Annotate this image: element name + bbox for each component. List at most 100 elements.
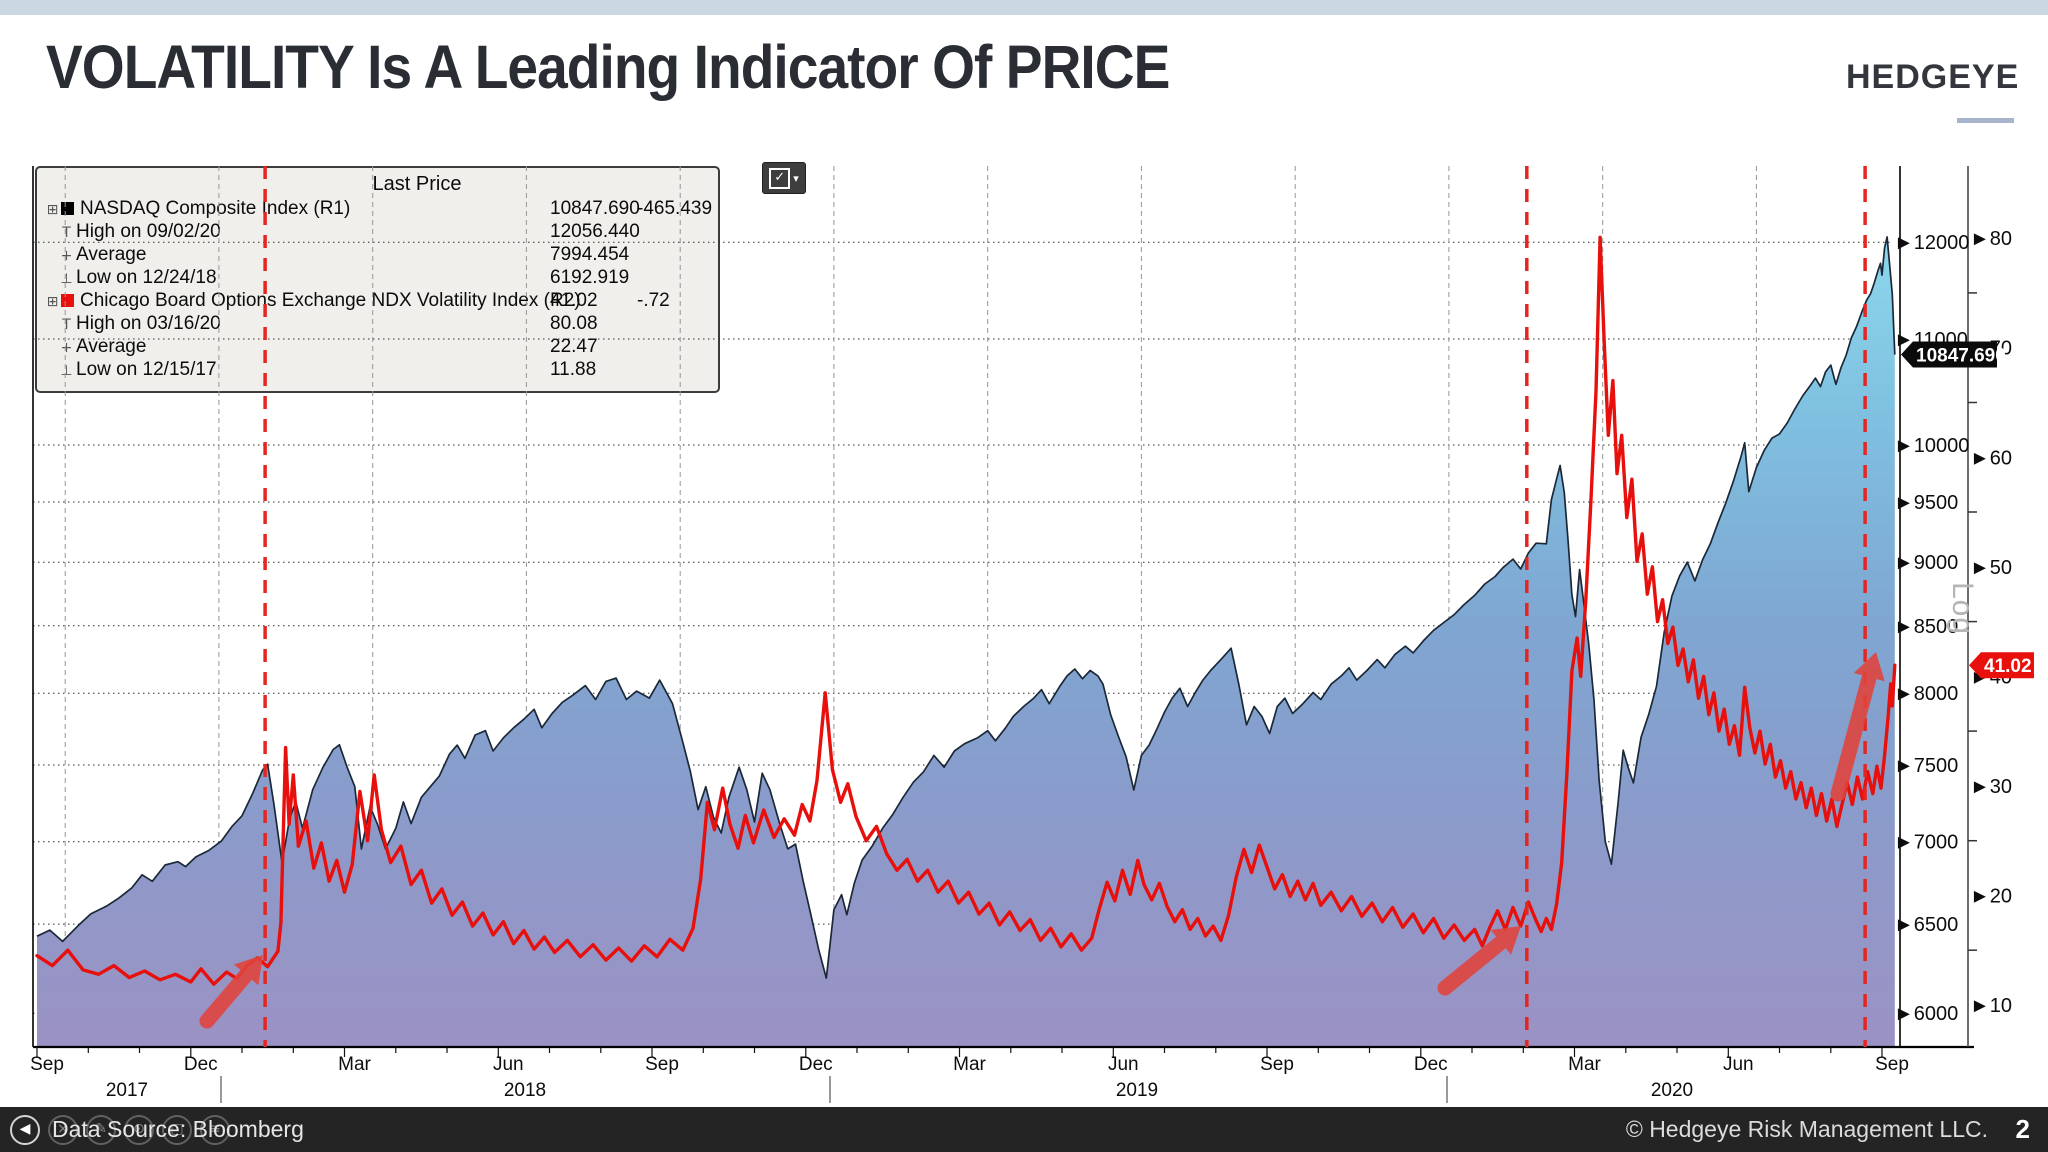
legend-row[interactable]: + Average 22.47 xyxy=(37,335,718,358)
svg-text:►80: ►80 xyxy=(1970,228,2012,250)
svg-text:►9000: ►9000 xyxy=(1894,552,1958,574)
series-swatch xyxy=(61,294,74,307)
svg-text:►12000: ►12000 xyxy=(1894,232,1969,254)
page-number: 2 xyxy=(2015,1114,2030,1144)
legend-label: Average xyxy=(76,244,147,265)
svg-text:Dec: Dec xyxy=(184,1054,218,1075)
legend-value: 7994.454 xyxy=(550,244,630,265)
tree-icon: + xyxy=(60,248,73,264)
svg-text:►9500: ►9500 xyxy=(1894,492,1958,514)
svg-text:Jun: Jun xyxy=(493,1054,524,1075)
svg-text:►7000: ►7000 xyxy=(1894,832,1958,854)
svg-text:►20: ►20 xyxy=(1970,886,2012,908)
logo-underline-bar xyxy=(1957,118,2014,123)
svg-text:Dec: Dec xyxy=(1414,1054,1448,1075)
svg-text:2019: 2019 xyxy=(1116,1080,1158,1101)
legend-value: 80.08 xyxy=(550,313,598,334)
window-icon[interactable]: ▢ xyxy=(162,1115,192,1145)
legend-label: Chicago Board Options Exchange NDX Volat… xyxy=(80,290,581,311)
legend-row[interactable]: ⊥ Low on 12/15/17 11.88 xyxy=(37,358,718,381)
legend-label: Low on 12/15/17 xyxy=(76,359,217,380)
tree-icon: + xyxy=(60,340,73,356)
svg-text:2018: 2018 xyxy=(504,1080,546,1101)
svg-text:►6500: ►6500 xyxy=(1894,914,1958,936)
legend-value: 6192.919 xyxy=(550,267,630,288)
svg-text:Dec: Dec xyxy=(799,1054,833,1075)
chart-settings-button[interactable]: ✓ ▾ xyxy=(762,162,806,194)
tree-icon: T xyxy=(62,225,71,241)
tree-icon: ⊥ xyxy=(60,363,73,379)
legend-row[interactable]: + Average 7994.454 xyxy=(37,243,718,266)
last-price-tag: 10847.690 xyxy=(1901,341,2006,368)
svg-text:2020: 2020 xyxy=(1651,1080,1693,1101)
last-price-tag: 41.02 xyxy=(1969,652,2034,679)
svg-text:►60: ►60 xyxy=(1970,447,2012,469)
legend-value: 11.88 xyxy=(550,359,597,380)
svg-text:Sep: Sep xyxy=(1260,1054,1294,1075)
close-icon[interactable]: × xyxy=(48,1115,78,1145)
edit-icon[interactable]: ✎ xyxy=(86,1115,116,1145)
legend-row[interactable]: ⊞ NASDAQ Composite Index (R1) 10847.690 -46… xyxy=(37,197,718,220)
svg-text:►10000: ►10000 xyxy=(1894,435,1969,457)
r2-axis-labels: ►80 ►70 ►60 ►50 ►40 ►30 ►20 ►10 xyxy=(1968,228,2012,1017)
svg-text:Mar: Mar xyxy=(1568,1054,1601,1075)
top-accent-strip xyxy=(0,0,2048,15)
svg-text:►6000: ►6000 xyxy=(1894,1003,1958,1025)
legend-label: High on 09/02/20 xyxy=(76,221,221,242)
tree-icon: ⊞ xyxy=(46,202,59,218)
svg-text:►50: ►50 xyxy=(1970,557,2012,579)
hedgeye-logo: HEDGEYE xyxy=(1846,58,2020,123)
legend-value: 41.02 xyxy=(550,290,598,311)
tree-icon: T xyxy=(62,317,71,333)
legend-label: Average xyxy=(76,336,147,357)
svg-text:Jun: Jun xyxy=(1108,1054,1139,1075)
series-swatch xyxy=(61,202,74,215)
annotation-arrow xyxy=(199,955,263,1029)
legend-label: Low on 12/24/18 xyxy=(76,267,217,288)
chart-type-icon: ✓ xyxy=(769,167,791,189)
legend-value: 12056.440 xyxy=(550,221,640,242)
annotation-arrow xyxy=(1830,652,1885,802)
log-scale-label: Log xyxy=(1946,582,1979,635)
svg-text:►7500: ►7500 xyxy=(1894,755,1958,777)
x-axis-labels: Sep Dec Mar Jun Sep Dec Mar Jun Sep Dec Mar Jun Sep 2… xyxy=(30,1054,1909,1103)
legend-row[interactable]: ⊞ Chicago Board Options Exchange NDX Vola… xyxy=(37,289,718,312)
hedgeye-logo-text: HEDGEYE xyxy=(1846,58,2020,96)
legend-rows: ⊞ NASDAQ Composite Index (R1) 10847.690 -46… xyxy=(37,197,718,381)
svg-text:Jun: Jun xyxy=(1723,1054,1754,1075)
footer-bar: ◀ × ✎ ⊙ ▢ ≡ Data Source: Bloomberg © Hedgeye … xyxy=(0,1107,2048,1152)
legend-row[interactable]: T High on 03/16/20 80.08 xyxy=(37,312,718,335)
menu-icon[interactable]: ≡ xyxy=(200,1115,230,1145)
svg-text:►10: ►10 xyxy=(1970,995,2012,1017)
chart-legend: Last Price ⊞ NASDAQ Composite Index (R1) 1… xyxy=(35,166,720,393)
data-source-label: Data Source: Bloomberg xyxy=(52,1116,304,1142)
r1-axis-labels: ►12000 ►11000 ►10000 ►9500 ►9000 ►8500 ►8000 ►7… xyxy=(1894,232,1969,1025)
svg-text:41.02: 41.02 xyxy=(1984,656,2032,677)
svg-text:►8500: ►8500 xyxy=(1894,616,1958,638)
legend-row[interactable]: ⊥ Low on 12/24/18 6192.919 xyxy=(37,266,718,289)
svg-text:►11000: ►11000 xyxy=(1894,329,1968,351)
legend-value: 22.47 xyxy=(550,336,598,357)
page-title: VOLATILITY Is A Leading Indicator Of PRI… xyxy=(46,33,1170,102)
legend-change: -465.439 xyxy=(637,198,713,219)
search-icon[interactable]: ⊙ xyxy=(124,1115,154,1145)
annotation-arrow xyxy=(1437,926,1521,996)
legend-row[interactable]: T High on 09/02/20 12056.440 xyxy=(37,220,718,243)
legend-label: NASDAQ Composite Index (R1) xyxy=(80,198,351,219)
x-axis-ticks xyxy=(36,1047,1883,1057)
legend-header: Last Price xyxy=(372,173,462,195)
svg-text:Mar: Mar xyxy=(338,1054,371,1075)
copyright-label: © Hedgeye Risk Management LLC. xyxy=(1625,1116,1988,1142)
tree-icon: ⊥ xyxy=(60,271,73,287)
svg-text:►40: ►40 xyxy=(1970,666,2012,688)
svg-text:►30: ►30 xyxy=(1970,776,2012,798)
svg-text:►70: ►70 xyxy=(1970,338,2012,360)
chevron-down-icon: ▾ xyxy=(793,171,799,185)
svg-text:►8000: ►8000 xyxy=(1894,683,1958,705)
legend-value: 10847.690 xyxy=(550,198,640,219)
tree-icon: ⊞ xyxy=(46,294,59,310)
svg-text:Sep: Sep xyxy=(30,1054,64,1075)
legend-change: -.72 xyxy=(637,290,670,311)
back-icon[interactable]: ◀ xyxy=(10,1115,40,1145)
